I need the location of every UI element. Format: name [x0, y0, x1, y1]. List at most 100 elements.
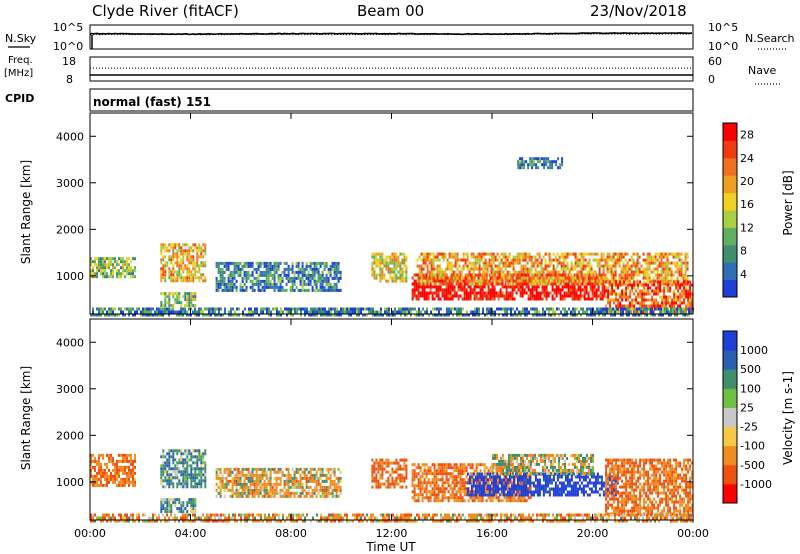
- velocity-echo-cell: [429, 469, 432, 473]
- power-echo-cell: [174, 246, 177, 250]
- velocity-echo-cell: [307, 488, 310, 492]
- power-echo-cell: [430, 258, 433, 262]
- velocity-echo-cell: [239, 494, 242, 498]
- power-echo-cell: [132, 275, 134, 279]
- power-echo-cell: [174, 292, 177, 296]
- velocity-echo-cell: [190, 473, 193, 477]
- power-echo-cell: [557, 291, 560, 295]
- power-echo-cell: [490, 261, 493, 265]
- power-echo-cell: [513, 288, 516, 292]
- power-echo-cell: [543, 288, 546, 292]
- velocity-echo-cell: [96, 459, 98, 463]
- velocity-echo-cell: [291, 479, 294, 483]
- velocity-echo-cell: [431, 490, 434, 494]
- power-echo-cell: [664, 310, 666, 314]
- power-echo-cell: [337, 264, 340, 268]
- power-echo-cell: [142, 307, 144, 311]
- power-echo-cell: [570, 252, 573, 256]
- power-echo-cell: [90, 269, 92, 273]
- power-echo-cell: [378, 313, 380, 317]
- power-echo-cell: [452, 270, 455, 274]
- power-echo-cell: [160, 267, 163, 271]
- power-echo-cell: [471, 291, 474, 295]
- power-echo-cell: [100, 263, 102, 267]
- power-echo-cell: [491, 282, 494, 286]
- power-echo-cell: [518, 310, 520, 314]
- velocity-echo-cell: [114, 462, 116, 466]
- power-echo-cell: [602, 258, 605, 262]
- velocity-echo-cell: [128, 477, 130, 481]
- power-echo-cell: [499, 294, 502, 298]
- power-echo-cell: [676, 270, 679, 274]
- velocity-echo-cell: [100, 453, 102, 457]
- power-echo-cell: [313, 261, 316, 265]
- power-echo-cell: [484, 270, 487, 274]
- power-echo-cell: [510, 264, 513, 268]
- power-echo-cell: [174, 301, 177, 305]
- power-echo-cell: [604, 261, 607, 265]
- power-echo-cell: [509, 294, 512, 298]
- power-echo-cell: [429, 282, 432, 286]
- power-echo-cell: [524, 313, 526, 317]
- velocity-echo-cell: [126, 459, 128, 463]
- power-echo-cell: [527, 285, 530, 289]
- power-echo-cell: [518, 255, 521, 259]
- power-echo-cell: [656, 276, 659, 280]
- power-echo-cell: [622, 307, 624, 311]
- power-echo-cell: [196, 270, 199, 274]
- power-echo-cell: [566, 252, 569, 256]
- velocity-echo-cell: [419, 478, 422, 482]
- power-echo-cell: [168, 298, 171, 302]
- power-echo-cell: [102, 272, 104, 276]
- power-echo-cell: [584, 276, 587, 280]
- power-echo-cell: [194, 264, 197, 268]
- velocity-echo-cell: [273, 476, 276, 480]
- power-echo-cell: [172, 267, 175, 271]
- power-echo-cell: [630, 310, 632, 314]
- noise-panel: N.Sky 10^5 10^0 10^5 10^0 N.Search: [5, 21, 795, 53]
- power-echo-cell: [686, 276, 689, 280]
- power-echo-cell: [545, 157, 548, 161]
- power-echo-cell: [227, 273, 230, 277]
- power-echo-cell: [196, 249, 199, 253]
- velocity-echo-cell: [305, 476, 308, 480]
- power-echo-cell: [204, 249, 207, 253]
- velocity-echo-cell: [387, 476, 390, 480]
- power-echo-cell: [504, 313, 506, 317]
- power-echo-cell: [108, 263, 110, 267]
- power-echo-cell: [494, 276, 497, 280]
- power-echo-cell: [528, 310, 530, 314]
- velocity-echo-cell: [331, 470, 334, 474]
- power-echo-cell: [578, 310, 580, 314]
- power-echo-cell: [550, 276, 553, 280]
- power-echo-cell: [549, 291, 552, 295]
- power-echo-cell: [379, 258, 382, 262]
- power-echo-cell: [522, 276, 525, 280]
- power-echo-cell: [92, 307, 94, 311]
- velocity-echo-cell: [289, 494, 292, 498]
- power-echo-cell: [657, 280, 660, 284]
- power-echo-cell: [556, 282, 559, 286]
- velocity-echo-cell: [419, 469, 422, 473]
- power-echo-cell: [377, 261, 380, 265]
- power-echo-cell: [564, 258, 567, 262]
- power-echo-cell: [319, 273, 322, 277]
- power-echo-cell: [606, 261, 609, 265]
- power-echo-cell: [180, 310, 182, 314]
- velocity-echo-cell: [307, 485, 310, 489]
- velocity-echo-cell: [431, 472, 434, 476]
- power-echo-cell: [660, 258, 663, 262]
- power-echo-cell: [531, 157, 534, 161]
- power-echo-cell: [538, 264, 541, 268]
- power-echo-cell: [464, 252, 467, 256]
- velocity-echo-cell: [317, 476, 320, 480]
- power-echo-cell: [176, 301, 179, 305]
- power-echo-cell: [454, 258, 457, 262]
- freq-right-bottom-tick: 0: [708, 73, 715, 86]
- power-echo-cell: [305, 267, 308, 271]
- velocity-echo-cell: [124, 480, 126, 484]
- power-echo-cell: [180, 279, 183, 283]
- power-echo-cell: [662, 270, 665, 274]
- power-echo-cell: [646, 267, 649, 271]
- velocity-echo-cell: [417, 478, 420, 482]
